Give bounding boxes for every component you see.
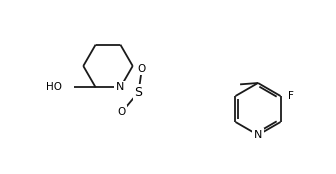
Text: HO: HO: [46, 82, 61, 92]
Text: O: O: [137, 64, 145, 74]
Text: N: N: [116, 82, 125, 92]
Text: S: S: [134, 86, 142, 98]
Text: O: O: [117, 107, 126, 117]
Text: F: F: [288, 91, 293, 101]
Text: N: N: [254, 130, 262, 140]
